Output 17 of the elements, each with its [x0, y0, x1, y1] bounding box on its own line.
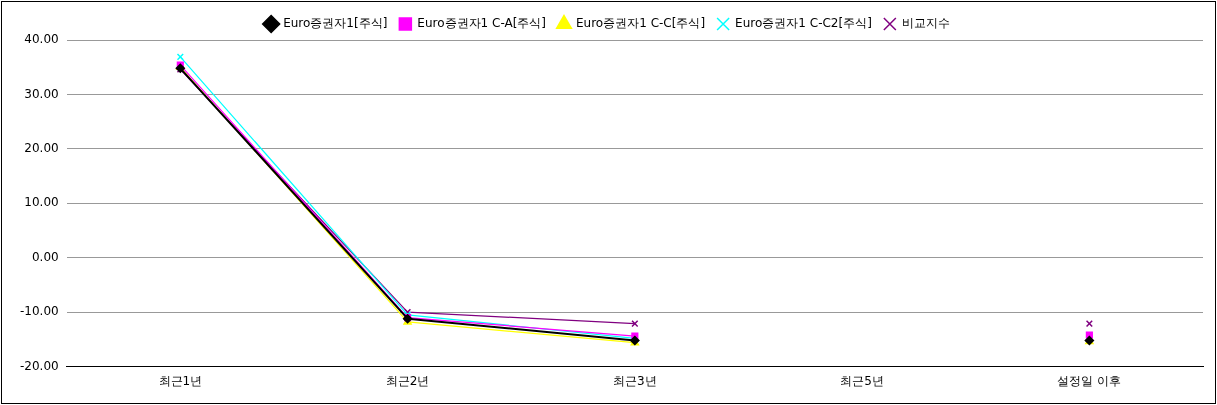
y-tick-label: 40.00 — [24, 32, 59, 47]
x-tick-label: 설정일 이후 — [1057, 373, 1122, 388]
x-tick-label: 최근2년 — [385, 373, 430, 388]
legend-label: Euro증권자1[주식] — [283, 16, 388, 31]
legend-label: Euro증권자1 C-A[주식] — [417, 16, 547, 31]
y-tick-label: -20.00 — [20, 358, 59, 373]
y-tick-label: -10.00 — [20, 304, 59, 319]
x-tick-label: 최근1년 — [158, 373, 203, 388]
y-tick-label: 10.00 — [24, 195, 59, 210]
legend-label: Euro증권자1 C-C2[주식] — [735, 16, 872, 31]
y-tick-label: 20.00 — [24, 140, 59, 155]
legend-label: 비교지수 — [901, 16, 950, 31]
x-tick-label: 최근3년 — [613, 373, 657, 388]
legend-label: Euro증권자1 C-C[주식] — [576, 16, 706, 31]
x-tick-label: 최근5년 — [840, 373, 884, 388]
y-tick-label: 0.00 — [31, 249, 59, 264]
y-tick-label: 30.00 — [24, 86, 59, 101]
